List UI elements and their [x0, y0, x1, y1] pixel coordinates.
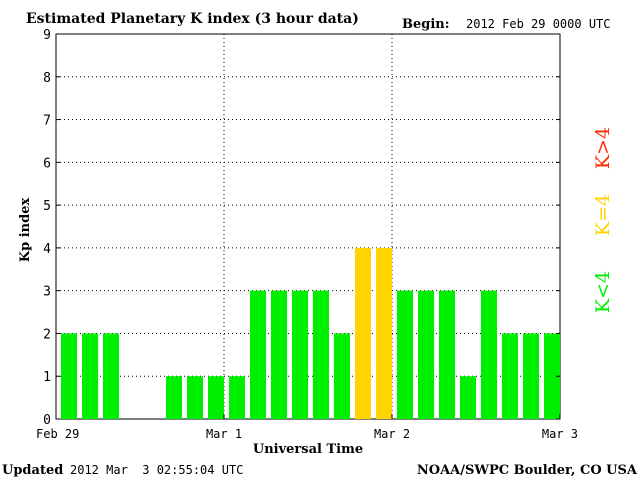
y-tick-label: 7 [43, 114, 51, 129]
x-tick-label: Mar 3 [542, 427, 578, 441]
chart-title: Estimated Planetary K index (3 hour data… [26, 11, 359, 27]
legend: K<4 K=4 K>4 [592, 127, 614, 313]
kp-bar [502, 333, 518, 419]
kp-bar [418, 290, 434, 419]
kp-bar [376, 247, 392, 419]
y-tick-label: 9 [43, 28, 51, 43]
y-tick-label: 8 [43, 71, 51, 86]
kp-bar [61, 333, 77, 419]
kp-bar [208, 376, 224, 419]
kp-bar [355, 247, 371, 419]
ytick-layer: 0 1 2 3 4 5 6 7 8 9 [43, 28, 560, 428]
kp-bar [166, 376, 182, 419]
kp-bar [229, 376, 245, 419]
kp-bar [271, 290, 287, 419]
y-tick-label: 1 [43, 370, 51, 385]
updated-value: 2012 Mar 3 02:55:04 UTC [70, 463, 243, 477]
source-credit: NOAA/SWPC Boulder, CO USA [417, 463, 638, 478]
x-tick-label: Mar 2 [374, 427, 410, 441]
y-tick-label: 4 [43, 242, 51, 257]
begin-value: 2012 Feb 29 0000 UTC [466, 17, 611, 31]
kp-bar [103, 333, 119, 419]
begin-label: Begin: [402, 17, 450, 32]
legend-label: K>4 [592, 127, 614, 169]
kp-bar [523, 333, 539, 419]
x-axis-label: Universal Time [253, 442, 363, 457]
y-tick-label: 2 [43, 327, 51, 342]
kp-bar [292, 290, 308, 419]
kp-bar [460, 376, 476, 419]
x-tick-label: Feb 29 [36, 427, 79, 441]
y-axis-label: Kp index [18, 198, 33, 263]
x-tick-label: Mar 1 [206, 427, 242, 441]
kp-bar [397, 290, 413, 419]
legend-label: K=4 [592, 194, 614, 236]
legend-label: K<4 [592, 271, 614, 313]
y-tick-label: 6 [43, 156, 51, 171]
kp-bar [313, 290, 329, 419]
kp-bar [439, 290, 455, 419]
xtick-layer: Feb 29 Mar 1 Mar 2 Mar 3 [36, 414, 578, 441]
bar-layer [61, 247, 560, 419]
kp-bar [544, 333, 560, 419]
kp-bar [187, 376, 203, 419]
kp-bar [82, 333, 98, 419]
y-tick-label: 5 [43, 199, 51, 214]
updated-label: Updated [2, 463, 63, 478]
kp-bar [250, 290, 266, 419]
y-tick-label: 0 [43, 413, 51, 428]
kp-bar [481, 290, 497, 419]
kp-bar [334, 333, 350, 419]
y-tick-label: 3 [43, 285, 51, 300]
